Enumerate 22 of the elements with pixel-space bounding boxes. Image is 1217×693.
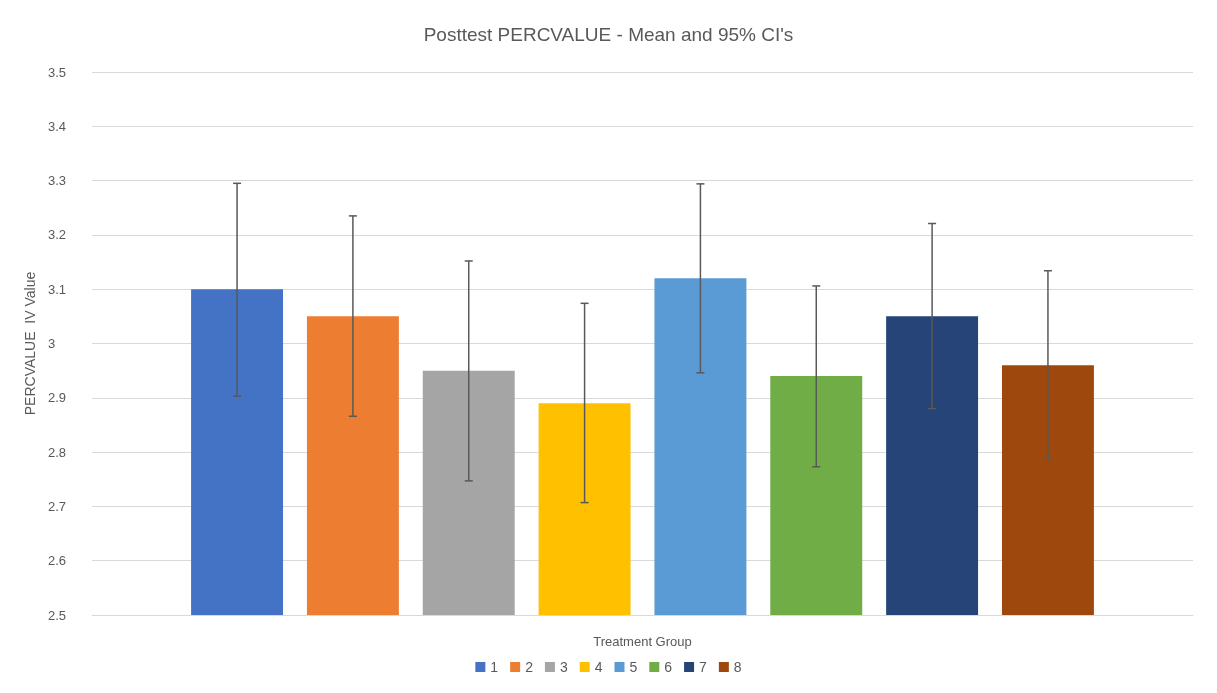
legend-label: 1 <box>490 659 499 675</box>
legend-label: 8 <box>733 659 742 675</box>
y-tick-label: 3.5 <box>48 64 67 80</box>
y-axis-title: PERCVALUE IV Value <box>22 271 39 416</box>
y-tick-label: 3.2 <box>48 227 67 243</box>
y-tick-label: 3 <box>48 336 56 351</box>
y-tick-label: 2.5 <box>48 607 67 623</box>
x-axis-title: Treatment Group <box>593 634 692 649</box>
chart-title: Posttest PERCVALUE - Mean and 95% CI's <box>423 24 794 45</box>
y-tick-label: 3.3 <box>48 173 67 189</box>
y-tick-label: 3.4 <box>48 118 67 134</box>
legend-label: 6 <box>664 659 673 675</box>
y-tick-label: 2.9 <box>48 390 67 406</box>
y-tick-label: 3.1 <box>48 281 67 297</box>
legend-label: 2 <box>525 659 534 675</box>
y-tick-label: 2.7 <box>48 498 67 514</box>
y-tick-label: 2.8 <box>48 444 67 460</box>
legend-label: 4 <box>594 659 603 675</box>
y-tick-label: 2.6 <box>48 553 67 569</box>
legend-label: 5 <box>629 659 638 675</box>
legend-label: 3 <box>559 659 568 675</box>
legend-label: 7 <box>699 659 708 675</box>
